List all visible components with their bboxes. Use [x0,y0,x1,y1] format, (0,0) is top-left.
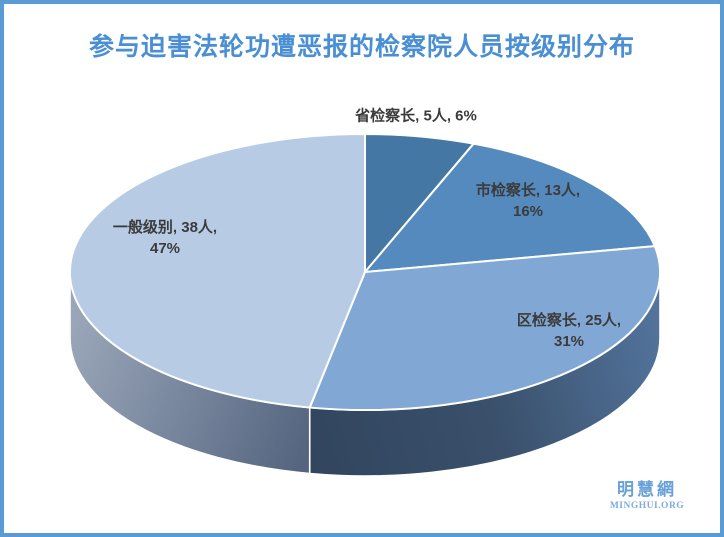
pie-slice-3 [69,133,366,409]
data-label-text: 市检察长, 13人, [475,182,581,199]
data-label-text: 省检察长, 5人, 6% [355,107,477,125]
minghui-watermark: 明慧網 MINGHUI.ORG [609,480,685,512]
data-label-municipal-procurator-general: 市检察长, 13人, 16% [476,180,580,222]
pie-slice-2 [308,245,661,412]
data-label-percent: 31% [553,333,585,350]
data-label-text: 一般级别, 38人, [112,219,218,236]
data-label-percent: 47% [149,240,181,257]
pie-slice-1 [364,142,656,273]
watermark-site-name: 明慧網 [617,480,677,499]
watermark-site-domain: MINGHUI.ORG [609,501,685,511]
data-label-district-procurator-general: 区检察长, 25人, 31% [517,310,621,352]
data-label-text: 区检察长, 25人, [516,312,622,329]
data-label-general-rank: 一般级别, 38人, 47% [113,217,217,259]
data-label-provincial-procurator-general: 省检察长, 5人, 6% [355,106,477,127]
data-label-percent: 16% [512,203,544,220]
chart-title: 参与迫害法轮功遭恶报的检察院人员按级别分布 [88,33,635,61]
